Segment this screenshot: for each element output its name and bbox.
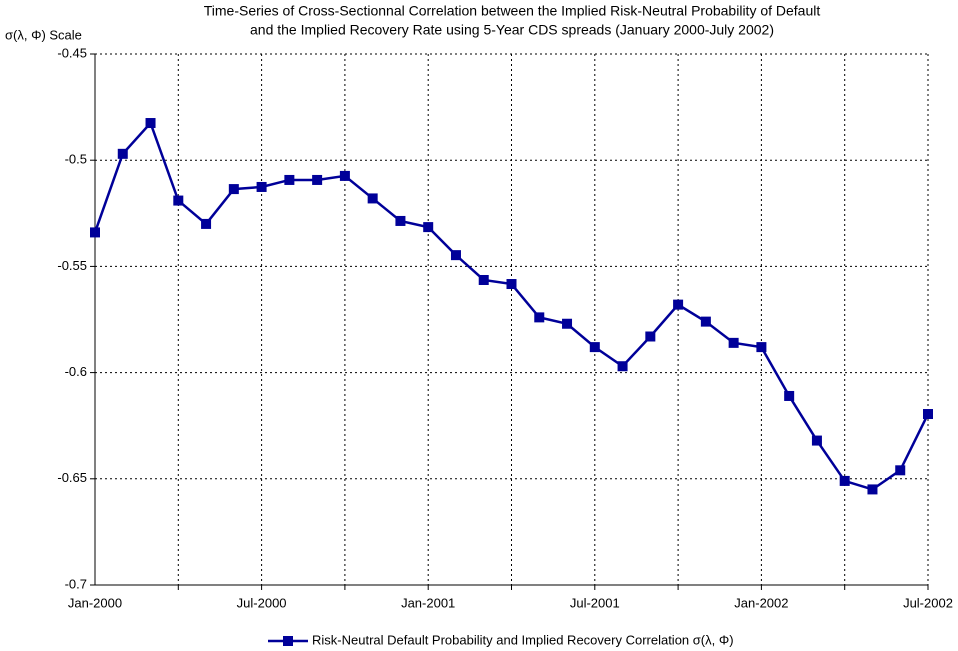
data-point — [673, 299, 684, 310]
data-point — [228, 184, 239, 195]
y-tick-label: -0.5 — [65, 152, 87, 167]
data-point — [90, 227, 100, 238]
chart-title: and the Implied Recovery Rate using 5-Ye… — [250, 22, 774, 38]
data-point — [923, 409, 933, 420]
x-tick-label: Jan-2000 — [68, 595, 122, 610]
data-point — [478, 274, 489, 285]
data-point — [201, 218, 212, 229]
data-point — [284, 174, 295, 185]
data-point — [617, 361, 628, 372]
data-point — [728, 337, 739, 348]
y-tick-label: -0.6 — [65, 364, 87, 379]
data-point — [450, 250, 461, 261]
data-point — [145, 118, 156, 129]
data-point — [756, 342, 767, 353]
data-point — [811, 435, 822, 446]
data-point — [339, 170, 350, 181]
x-tick-label: Jul-2002 — [903, 595, 953, 610]
data-point — [867, 484, 878, 495]
data-point — [256, 181, 267, 192]
legend-marker — [283, 636, 293, 646]
legend-label: Risk-Neutral Default Probability and Imp… — [312, 632, 734, 647]
data-point — [839, 475, 850, 486]
y-tick-label: -0.55 — [57, 258, 87, 273]
data-point — [589, 342, 600, 353]
data-point — [367, 193, 378, 204]
y-tick-label: -0.45 — [57, 45, 87, 60]
data-point — [395, 215, 406, 226]
y-tick-label: -0.65 — [57, 470, 87, 485]
data-point — [562, 318, 573, 329]
y-axis-label: σ(λ, Φ) Scale — [5, 27, 82, 42]
y-tick-label: -0.7 — [65, 576, 87, 591]
data-point — [784, 390, 795, 401]
x-tick-label: Jul-2001 — [570, 595, 620, 610]
data-point — [534, 312, 545, 323]
chart-title: Time-Series of Cross-Sectionnal Correlat… — [204, 3, 821, 19]
data-point — [312, 174, 323, 185]
data-point — [423, 222, 434, 233]
data-point — [173, 195, 184, 206]
data-point — [117, 148, 128, 159]
x-tick-label: Jan-2001 — [401, 595, 455, 610]
data-point — [700, 316, 711, 327]
data-point — [895, 465, 906, 476]
data-point — [506, 279, 517, 290]
data-point — [645, 331, 656, 342]
x-tick-label: Jul-2000 — [237, 595, 287, 610]
x-tick-label: Jan-2002 — [734, 595, 788, 610]
